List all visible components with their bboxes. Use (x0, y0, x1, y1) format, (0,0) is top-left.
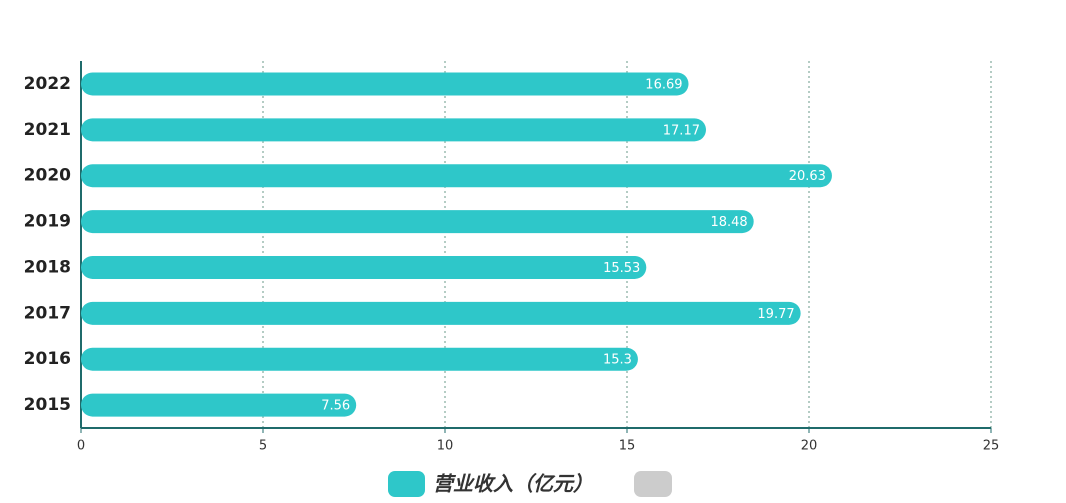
x-tick-label: 25 (983, 439, 1000, 454)
value-label: 15.53 (603, 261, 640, 276)
bar (81, 255, 647, 279)
value-label: 16.69 (645, 77, 682, 92)
bar (81, 72, 689, 96)
bar (81, 301, 801, 325)
x-tick-label: 10 (437, 439, 454, 454)
y-tick-label: 2019 (24, 212, 71, 232)
bar (81, 210, 754, 234)
value-label: 18.48 (710, 215, 747, 230)
legend: 营业收入（亿元） (388, 471, 672, 497)
bar (81, 118, 706, 142)
value-label: 7.56 (321, 399, 350, 414)
legend-swatch (388, 471, 425, 497)
y-tick-label: 2022 (24, 74, 71, 94)
y-tick-label: 2018 (24, 257, 71, 277)
y-tick-label: 2020 (24, 166, 71, 186)
value-label: 17.17 (663, 123, 700, 138)
x-tick-label: 15 (619, 439, 636, 454)
bar (81, 393, 357, 417)
value-label: 19.77 (757, 307, 794, 322)
value-label: 20.63 (789, 169, 826, 184)
y-tick-label: 2016 (24, 349, 71, 369)
y-tick-label: 2017 (24, 303, 71, 323)
bar (81, 347, 638, 371)
y-tick-label: 2015 (24, 395, 71, 415)
x-tick-label: 20 (801, 439, 818, 454)
value-label: 15.3 (603, 353, 632, 368)
x-tick-label: 0 (77, 439, 85, 454)
legend-label: 营业收入（亿元） (433, 472, 593, 496)
legend-swatch-extra (634, 471, 672, 497)
x-tick-label: 5 (259, 439, 267, 454)
y-tick-label: 2021 (24, 120, 71, 140)
bar (81, 164, 832, 188)
